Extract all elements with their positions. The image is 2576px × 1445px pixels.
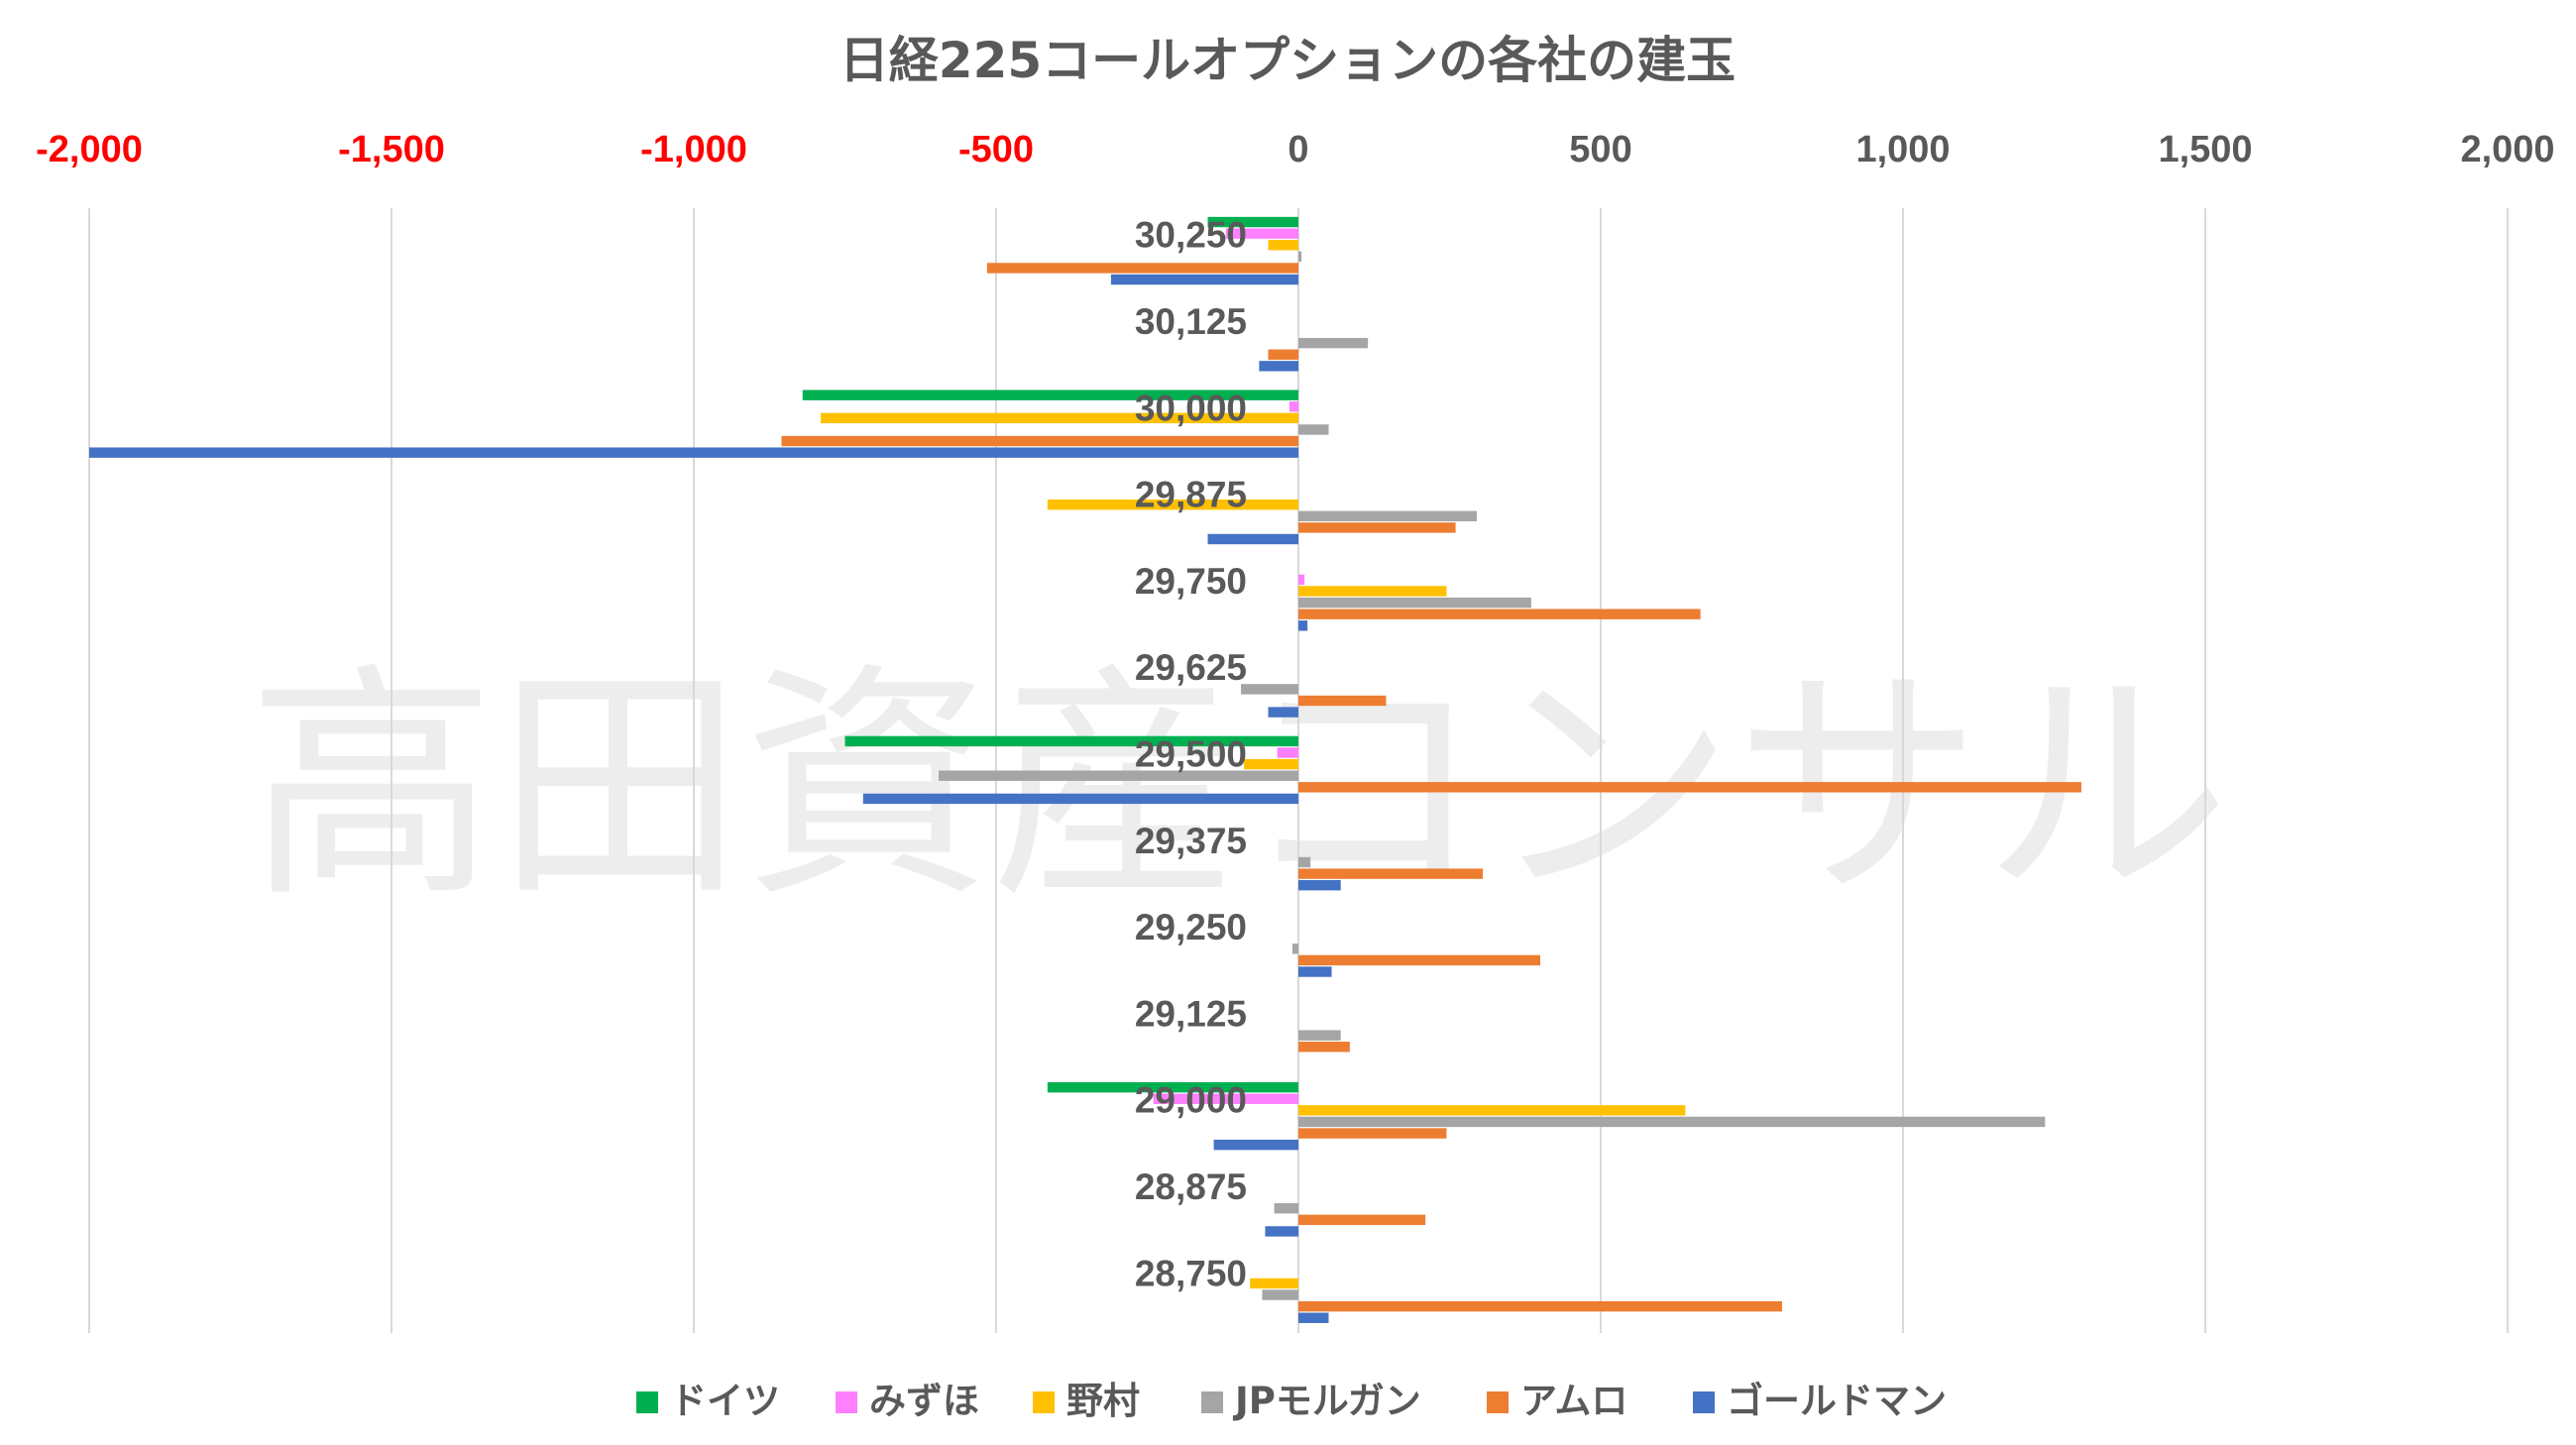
bar [1268, 240, 1298, 251]
x-tick-label: 2,000 [2460, 129, 2554, 170]
x-tick-label: 1,500 [2158, 129, 2252, 170]
bar [1298, 522, 1456, 533]
category-label: 29,125 [1135, 993, 1247, 1034]
bar [1298, 620, 1308, 631]
bar [1298, 1116, 2046, 1128]
bar [1298, 1312, 1329, 1323]
bar [1298, 586, 1447, 597]
legend-label: アムロ [1520, 1380, 1627, 1422]
bar [1244, 758, 1298, 770]
legend-swatch [1693, 1391, 1715, 1413]
x-tick-label: 1,000 [1855, 129, 1950, 170]
bar [1153, 1093, 1298, 1104]
bar [1250, 1278, 1298, 1289]
category-label: 30,250 [1135, 215, 1247, 256]
category-label: 28,875 [1135, 1167, 1247, 1207]
bar [1298, 868, 1484, 879]
bar [1298, 782, 2081, 793]
x-tick-label: -2,000 [36, 129, 143, 170]
x-axis-ticks: -2,000 -1,500 -1,000 -500 0 500 1,000 1,500 2,00… [36, 129, 2554, 170]
legend-swatch [1487, 1391, 1509, 1413]
bar [986, 263, 1298, 274]
bar [1241, 684, 1298, 695]
bar [781, 435, 1298, 447]
bar [89, 447, 1298, 458]
bar [1298, 856, 1311, 868]
x-tick-label: -500 [958, 129, 1034, 170]
bar [1225, 228, 1298, 239]
legend-swatch [1033, 1391, 1055, 1413]
bar [1298, 1214, 1426, 1226]
legend-swatch [636, 1391, 658, 1413]
bar [1110, 274, 1298, 285]
x-tick-label: -1,500 [338, 129, 445, 170]
category-label: 29,500 [1135, 734, 1247, 775]
bar [1277, 747, 1298, 758]
bar [1298, 510, 1477, 521]
bar [1298, 880, 1341, 891]
category-label: 29,000 [1135, 1080, 1247, 1121]
legend-label: ゴールドマン [1727, 1380, 1947, 1422]
bar [844, 735, 1298, 747]
chart-title: 日経225コールオプションの各社の建玉 [840, 32, 1736, 89]
bar [1265, 1226, 1298, 1237]
bar [1047, 1081, 1298, 1093]
category-label: 30,000 [1135, 388, 1247, 428]
category-label: 29,250 [1135, 907, 1247, 947]
bar [1298, 1030, 1341, 1041]
bar [1268, 349, 1298, 360]
bar [1047, 499, 1298, 510]
x-tick-label: 500 [1569, 129, 1631, 170]
bar [1298, 1128, 1447, 1139]
legend-label: ドイツ [670, 1380, 780, 1422]
legend-swatch [1201, 1391, 1223, 1413]
category-label: 29,625 [1135, 647, 1247, 688]
legend-label: みずほ [869, 1380, 979, 1422]
bar [1207, 533, 1298, 545]
bar [1298, 1042, 1350, 1053]
bar [1207, 216, 1298, 228]
legend-label: 野村 [1066, 1380, 1140, 1422]
legend-swatch [836, 1391, 857, 1413]
bar [1262, 1289, 1298, 1300]
category-label: 29,875 [1135, 475, 1247, 515]
bar [1268, 707, 1298, 718]
bar [1298, 966, 1332, 977]
x-tick-label: -1,000 [640, 129, 747, 170]
bar [1298, 597, 1531, 609]
category-label: 28,750 [1135, 1253, 1247, 1293]
category-label: 30,125 [1135, 301, 1247, 342]
bar [1298, 1300, 1782, 1312]
bar [821, 412, 1298, 424]
bar [1298, 1105, 1686, 1116]
bar [1288, 401, 1298, 412]
bar [1298, 609, 1701, 619]
legend-label: JPモルガン [1232, 1380, 1421, 1422]
bars [89, 216, 2081, 1323]
bar [939, 770, 1298, 781]
bar [1274, 1203, 1298, 1214]
bar [1298, 424, 1329, 435]
bar [862, 793, 1298, 805]
bar [1298, 337, 1369, 349]
bar [1298, 695, 1387, 707]
bar [802, 389, 1298, 400]
bar [1213, 1139, 1298, 1151]
bar [1259, 361, 1298, 372]
bar [1298, 954, 1540, 966]
category-labels: 30,250 30,125 30,000 29,875 29,750 29,625 29,5… [1135, 215, 1247, 1294]
category-label: 29,750 [1135, 561, 1247, 602]
legend: ドイツ みずほ 野村 JPモルガン アムロ ゴールドマン [636, 1380, 1947, 1422]
bar [1298, 251, 1302, 263]
bar [1291, 944, 1298, 954]
x-tick-label: 0 [1288, 129, 1308, 170]
bar [1298, 574, 1305, 586]
category-label: 29,375 [1135, 821, 1247, 861]
